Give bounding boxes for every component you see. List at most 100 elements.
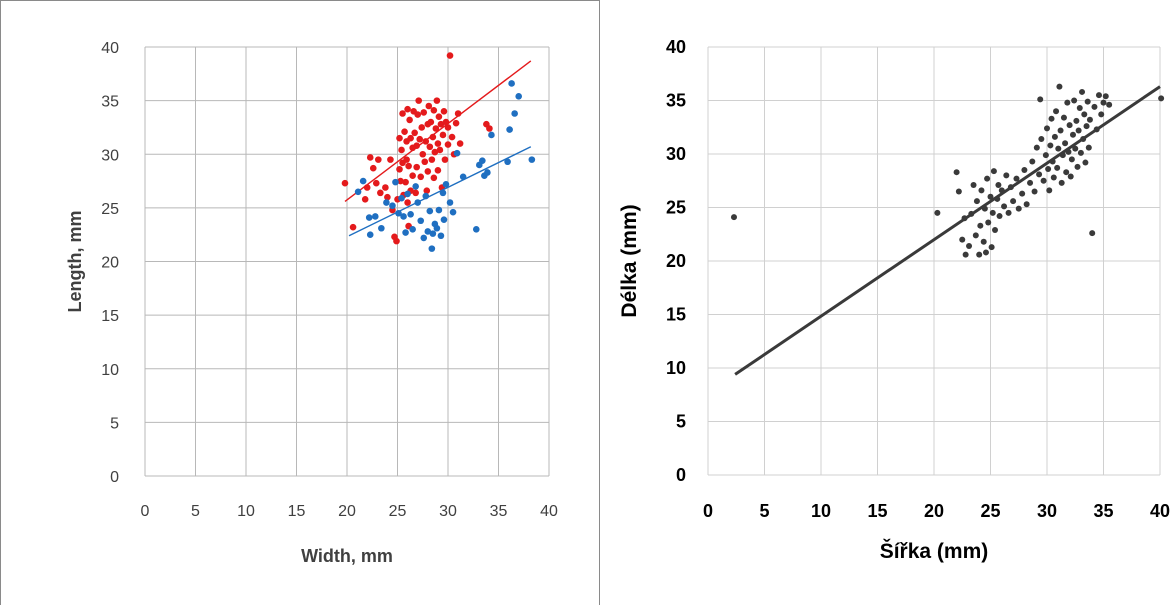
y-tick-label: 5: [110, 415, 119, 432]
data-point: [435, 113, 443, 121]
data-point: [377, 189, 384, 197]
data-point: [398, 194, 405, 202]
data-point: [413, 163, 420, 171]
data-point: [1060, 114, 1067, 121]
data-point: [389, 202, 396, 210]
scatter-chart-right: 0 5 10 15 20 25 30 35 40 0 5 10 15 20 25 30 35 40 Šířka (m…: [618, 37, 1170, 563]
x-tick-label: 15: [867, 501, 887, 521]
y-tick-label: 10: [666, 358, 686, 378]
data-point: [404, 105, 411, 113]
data-point: [1045, 165, 1052, 172]
data-point: [433, 97, 441, 104]
data-point: [433, 224, 441, 232]
data-point: [405, 162, 412, 170]
data-point: [428, 245, 436, 252]
data-point: [404, 199, 411, 206]
data-point: [511, 110, 518, 117]
y-tick-label: 5: [676, 412, 686, 432]
data-point: [1056, 83, 1063, 90]
data-point: [1031, 188, 1038, 195]
data-point: [985, 219, 992, 226]
data-point: [1062, 140, 1069, 147]
y-tick-label: 35: [101, 94, 119, 111]
data-point: [392, 178, 399, 186]
data-point: [444, 124, 452, 131]
data-point: [372, 179, 380, 187]
data-point: [984, 175, 991, 182]
x-tick-label: 5: [191, 503, 200, 520]
data-point: [1036, 171, 1043, 178]
data-point: [1082, 159, 1089, 166]
data-point: [1001, 203, 1008, 210]
data-point: [409, 226, 416, 233]
data-point: [1158, 95, 1165, 102]
data-point: [349, 223, 357, 231]
data-point: [976, 251, 983, 258]
data-point: [488, 131, 495, 139]
data-point: [987, 193, 994, 200]
data-point: [479, 157, 486, 164]
y-tick-label: 40: [101, 40, 119, 57]
data-point: [435, 206, 443, 214]
data-point: [504, 158, 511, 166]
data-point: [972, 232, 979, 239]
data-point: [1015, 205, 1022, 212]
data-point: [1038, 136, 1045, 143]
data-point: [934, 209, 941, 216]
data-point: [421, 158, 429, 166]
data-point: [434, 167, 442, 174]
y-axis-title: Length, mm: [65, 211, 85, 313]
data-point: [393, 237, 400, 245]
data-point: [1003, 172, 1010, 179]
data-point: [996, 213, 1003, 220]
scatter-chart-left: 0 5 10 15 20 25 30 35 40 0 5 10 15 20 25 30 35 40 Width, m…: [65, 40, 558, 566]
data-point: [1081, 111, 1088, 118]
data-point: [426, 143, 434, 151]
data-point: [1067, 173, 1074, 180]
data-point: [730, 214, 737, 221]
data-point: [434, 140, 442, 147]
data-point: [1048, 115, 1055, 122]
data-point: [369, 164, 377, 172]
data-point: [401, 128, 408, 136]
data-point: [430, 174, 438, 182]
data-point: [448, 133, 456, 141]
data-point: [472, 226, 480, 233]
data-point: [980, 238, 987, 245]
data-point: [1050, 174, 1057, 181]
data-point: [366, 154, 374, 161]
y-tick-label: 0: [676, 465, 686, 485]
data-point: [508, 80, 515, 87]
data-point: [432, 125, 440, 132]
data-point: [424, 228, 432, 235]
data-point: [1054, 164, 1061, 171]
x-tick-label: 35: [490, 503, 508, 520]
data-point: [436, 146, 444, 154]
data-point: [429, 230, 437, 237]
data-point: [384, 193, 391, 201]
data-point: [978, 187, 985, 194]
data-point: [359, 177, 367, 185]
data-point: [1044, 125, 1050, 132]
data-point: [396, 134, 403, 142]
data-point: [1027, 179, 1034, 186]
data-point: [1040, 177, 1047, 184]
data-point: [404, 190, 411, 198]
data-point: [431, 148, 439, 156]
data-point: [403, 156, 410, 163]
trendline: [344, 60, 532, 202]
data-point: [446, 199, 454, 206]
data-point: [1106, 101, 1113, 108]
data-point: [955, 188, 962, 195]
data-point: [424, 168, 432, 175]
data-point: [365, 214, 373, 221]
data-point: [418, 124, 426, 131]
data-point: [982, 249, 989, 256]
data-point: [417, 173, 425, 181]
data-point: [995, 182, 1002, 189]
x-tick-label: 20: [338, 503, 356, 520]
data-point: [1029, 158, 1036, 165]
data-point: [361, 195, 369, 203]
data-point: [420, 109, 428, 116]
data-point: [397, 177, 404, 185]
